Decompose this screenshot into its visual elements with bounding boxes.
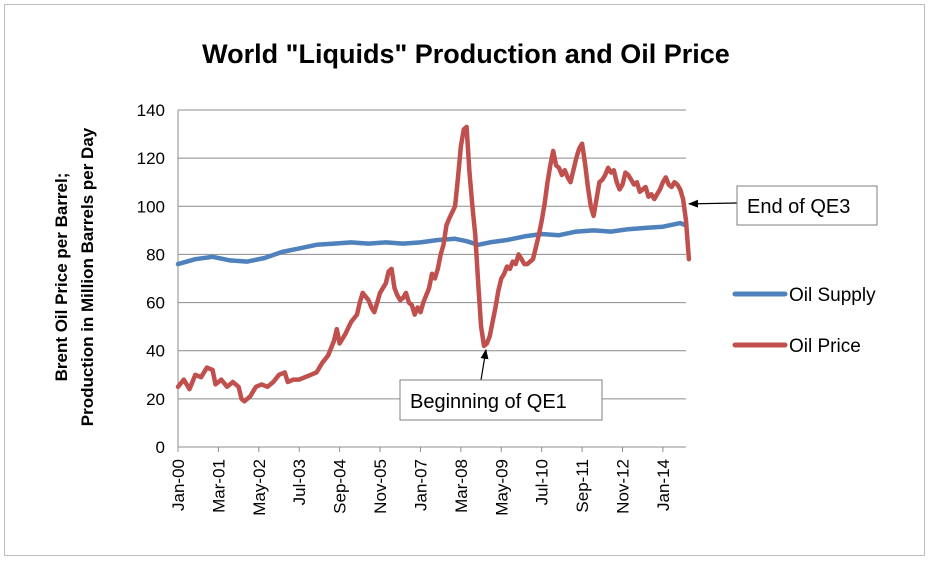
y-axis-label-line1: Brent Oil Price per Barrel;: [52, 173, 71, 382]
y-tick-label: 60: [146, 294, 165, 313]
y-tick-label: 20: [146, 390, 165, 409]
x-tick-label: May-02: [250, 459, 269, 516]
y-tick-label: 140: [137, 101, 165, 120]
x-tick-label: Jan-00: [169, 459, 188, 511]
annotation-box: [399, 379, 603, 421]
annotation-arrow: [480, 348, 489, 381]
series-line-oil-price: [175, 124, 692, 404]
y-tick-label: 0: [156, 438, 165, 457]
x-tick-label: Mar-08: [452, 459, 471, 513]
y-tick-label: 100: [137, 197, 165, 216]
x-tick-label: Jan-14: [654, 459, 673, 511]
y-axis-label-line2: Production in Million Barrels per Day: [78, 127, 97, 426]
gridlines: [177, 109, 686, 448]
y-tick-label: 120: [137, 149, 165, 168]
x-tick-label: Jul-03: [290, 459, 309, 505]
annotation-label: Beginning of QE1: [410, 391, 567, 413]
legend: Oil Supply Oil Price: [732, 285, 876, 357]
annotations: Beginning of QE1 End of QE3: [399, 185, 878, 421]
annotation-label: End of QE3: [747, 196, 850, 218]
x-tick-label: Sep-04: [331, 459, 350, 514]
x-tick-label: May-09: [492, 459, 511, 516]
annotation-box: [736, 185, 878, 226]
x-tick-labels: Jan-00 Mar-01 May-02 Jul-03 Sep-04 Nov-05 Jan-…: [169, 447, 673, 516]
y-tick-labels: 0 20 40 60 80 100 120 140: [137, 101, 165, 457]
x-tick-label: Mar-01: [209, 459, 228, 513]
series-layer: [175, 124, 692, 404]
y-axis-label: Brent Oil Price per Barrel; Production i…: [52, 127, 97, 426]
legend-label: Oil Supply: [789, 285, 876, 306]
x-tick-label: Jul-10: [533, 459, 552, 505]
annotation-arrow: [688, 199, 738, 208]
series-line-oil-supply: [175, 220, 689, 267]
x-tick-label: Sep-11: [573, 459, 592, 513]
x-tick-label: Nov-12: [614, 459, 633, 514]
y-tick-label: 80: [146, 245, 165, 264]
chart-frame: [4, 4, 925, 556]
legend-label: Oil Price: [789, 336, 861, 357]
x-tick-label: Nov-05: [371, 459, 390, 514]
chart-title: World "Liquids" Production and Oil Price: [202, 39, 730, 69]
y-tick-label: 40: [146, 342, 165, 361]
x-tick-label: Jan-07: [411, 459, 430, 511]
